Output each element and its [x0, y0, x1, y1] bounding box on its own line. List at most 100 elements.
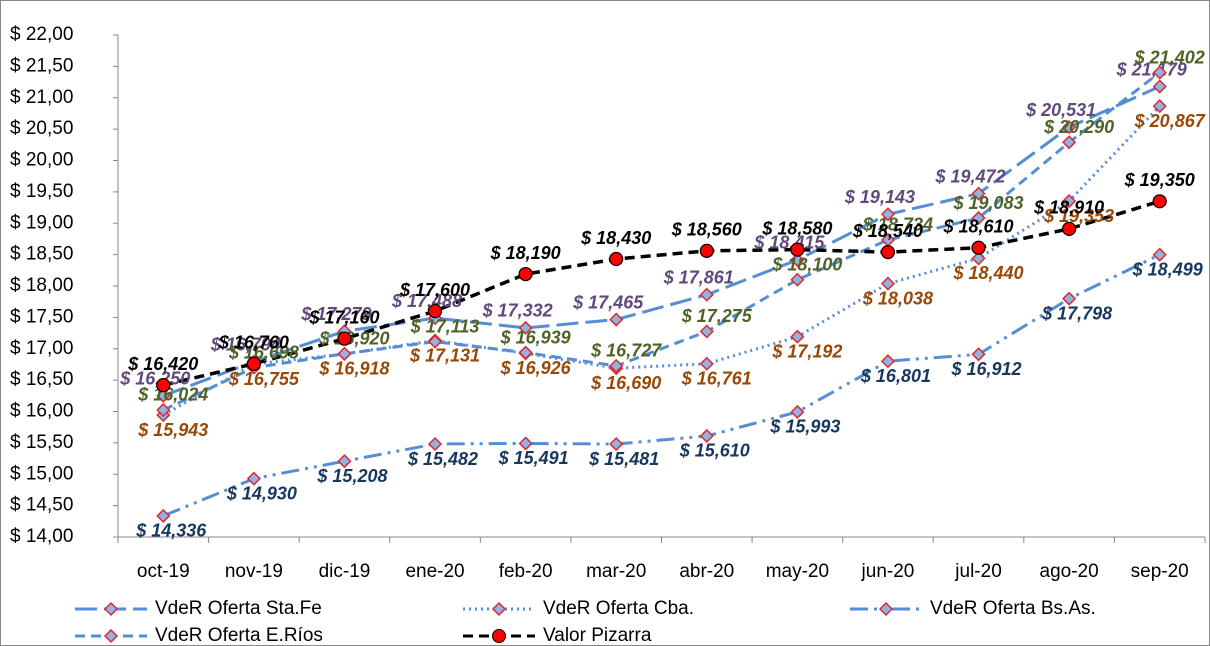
- legend-label: VdeR Oferta Sta.Fe: [155, 598, 322, 619]
- value-label: $ 17,279: [300, 304, 371, 324]
- value-label: $ 15,491: [498, 448, 569, 468]
- y-tick-label: $ 20,00: [10, 150, 73, 171]
- point: [337, 346, 352, 361]
- y-tick-label: $ 16,00: [10, 401, 73, 422]
- x-tick-label: sep-20: [1131, 561, 1189, 582]
- point: [971, 186, 986, 201]
- value-label: $ 18,190: [490, 243, 561, 263]
- x-tick-label: abr-20: [679, 561, 734, 582]
- point: [971, 251, 986, 266]
- legend-marker: [878, 601, 894, 617]
- value-label: $ 17,861: [663, 267, 734, 287]
- y-tick-label: $ 18,50: [10, 244, 73, 265]
- value-label: $ 16,024: [137, 385, 208, 405]
- point: [790, 404, 805, 419]
- point: [1152, 194, 1167, 209]
- value-label: $ 16,912: [951, 359, 1022, 379]
- point: [518, 266, 533, 282]
- y-tick-label: $ 19,00: [10, 212, 73, 233]
- legend-label: VdeR Oferta Bs.As.: [930, 598, 1096, 619]
- point: [699, 356, 714, 371]
- point: [1062, 135, 1077, 150]
- point: [880, 207, 896, 222]
- y-tick-label: $ 14,50: [10, 495, 73, 516]
- value-label: $ 20,531: [1025, 100, 1096, 120]
- point: [971, 210, 986, 226]
- value-label: $ 16,760: [218, 333, 289, 353]
- value-label: $ 18,734: [862, 215, 933, 235]
- value-label: $ 16,920: [318, 329, 389, 349]
- point: [1152, 79, 1167, 94]
- x-tick-label: ago-20: [1040, 561, 1099, 582]
- y-tick-label: $ 18,00: [10, 275, 73, 296]
- value-label: $ 14,336: [135, 521, 207, 541]
- x-tick-label: jun-20: [861, 561, 915, 582]
- point: [880, 245, 896, 260]
- y-tick-label: $ 20,50: [10, 118, 73, 139]
- y-tick-label: $ 22,00: [10, 24, 73, 45]
- value-label: $ 18,100: [771, 254, 842, 274]
- point: [1062, 291, 1077, 306]
- point: [1152, 65, 1167, 80]
- y-tick-label: $ 19,50: [10, 181, 73, 202]
- value-label: $ 16,761: [681, 368, 752, 388]
- y-tick-label: $ 14,00: [10, 526, 73, 547]
- x-tick-label: ene-20: [405, 561, 464, 582]
- value-label: $ 16,690: [590, 373, 661, 393]
- value-label: $ 17,798: [1041, 303, 1112, 323]
- value-label: $ 19,083: [953, 193, 1024, 213]
- value-label: $ 17,160: [308, 307, 379, 327]
- point: [1152, 247, 1167, 262]
- value-label: $ 18,440: [953, 263, 1024, 283]
- value-label: $ 16,250: [119, 369, 190, 389]
- point: [1062, 221, 1077, 236]
- point: [609, 358, 624, 373]
- value-label: $ 15,610: [679, 441, 750, 461]
- value-label: $ 16,727: [590, 341, 662, 361]
- point: [427, 304, 443, 319]
- point: [156, 508, 171, 523]
- point: [790, 242, 805, 257]
- point: [337, 454, 352, 469]
- legend-marker: [103, 601, 119, 617]
- y-tick-label: $ 21,00: [10, 87, 73, 108]
- value-label: $ 18,560: [671, 220, 742, 240]
- x-tick-label: may-20: [766, 561, 829, 582]
- point: [427, 334, 443, 349]
- value-label: $ 20,290: [1043, 117, 1114, 137]
- value-label: $ 17,488: [391, 291, 462, 311]
- point: [609, 251, 624, 267]
- value-label: $ 18,910: [1033, 198, 1104, 218]
- point: [156, 402, 171, 418]
- point: [246, 471, 261, 486]
- x-tick-label: jul-20: [954, 561, 1001, 582]
- point: [699, 324, 714, 339]
- point: [790, 252, 805, 268]
- point: [790, 329, 805, 344]
- legend-label: Valor Pizarra: [543, 625, 652, 646]
- value-label: $ 17,113: [410, 316, 480, 336]
- x-tick-label: nov-19: [225, 561, 283, 582]
- x-tick-label: feb-20: [499, 561, 553, 582]
- value-label: $ 18,430: [580, 228, 651, 248]
- value-label: $ 17,600: [399, 280, 470, 300]
- value-label: $ 15,943: [137, 420, 208, 440]
- series-line: [162, 71, 1161, 412]
- value-label: $ 14,930: [226, 483, 297, 503]
- y-tick-label: $ 15,50: [10, 432, 73, 453]
- point: [609, 312, 624, 327]
- value-label: $ 19,143: [844, 187, 915, 207]
- point: [699, 428, 714, 444]
- legend-marker: [103, 628, 119, 644]
- value-label: $ 21,402: [1134, 47, 1205, 67]
- series-line: [162, 253, 1161, 518]
- x-tick-label: dic-19: [319, 561, 371, 582]
- value-label: $ 16,794: [210, 334, 281, 354]
- point: [156, 388, 171, 403]
- value-label: $ 20,867: [1134, 111, 1206, 131]
- point: [518, 345, 533, 360]
- value-label: $ 16,420: [127, 354, 198, 374]
- value-label: $ 15,208: [316, 466, 387, 486]
